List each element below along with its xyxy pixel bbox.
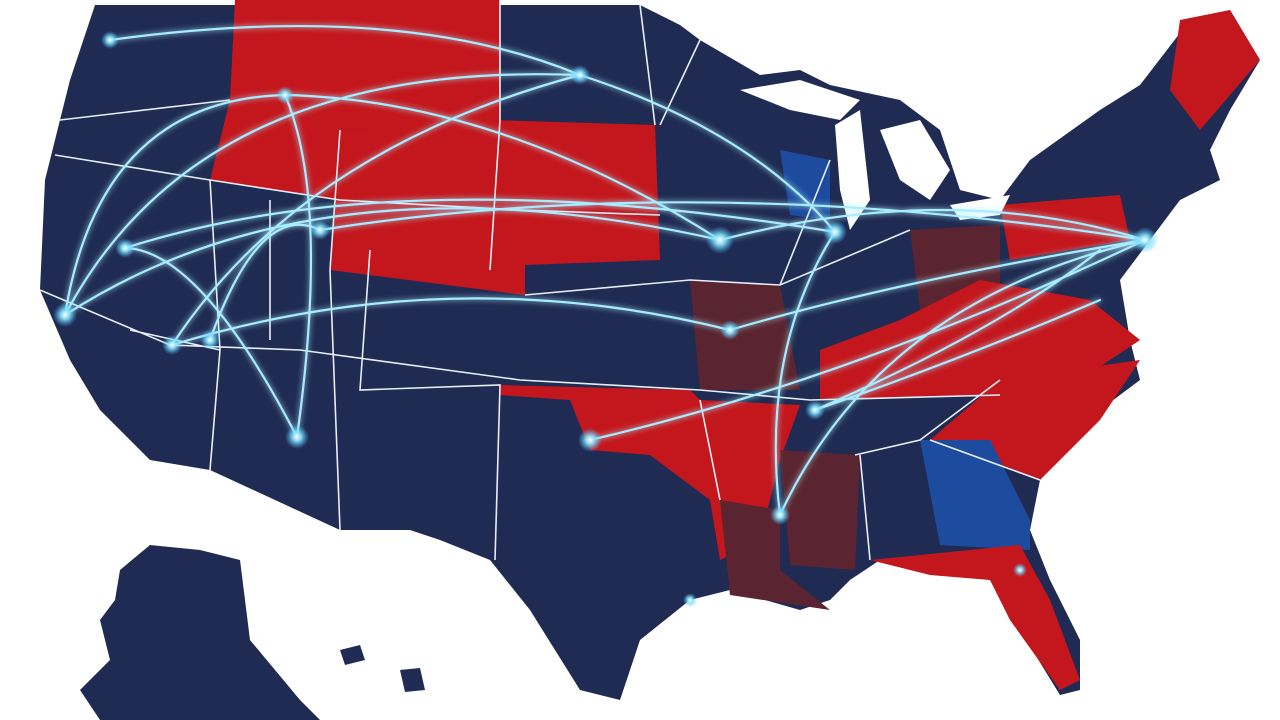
- hub: [570, 65, 590, 85]
- state-region: [780, 150, 830, 220]
- state-region: [720, 500, 830, 610]
- arc: [170, 73, 582, 347]
- alaska-islands: [400, 668, 425, 692]
- hub: [805, 400, 825, 420]
- hub: [200, 330, 220, 350]
- hub: [578, 428, 602, 452]
- state-region: [920, 440, 1030, 550]
- state-borders: [39, 0, 1041, 561]
- arc: [208, 223, 322, 342]
- lake: [740, 80, 860, 120]
- lake: [950, 195, 1010, 220]
- hub: [683, 593, 697, 607]
- states: [210, 0, 1260, 690]
- state-region: [870, 545, 1080, 690]
- hub: [115, 238, 135, 258]
- hub: [823, 220, 847, 244]
- arc: [778, 238, 1147, 517]
- arc: [63, 207, 722, 317]
- hub: [1013, 563, 1027, 577]
- arc: [578, 73, 837, 234]
- arc: [108, 25, 582, 77]
- hub: [276, 86, 294, 104]
- hubs: [53, 31, 1158, 607]
- hub: [720, 320, 740, 340]
- arc: [170, 297, 732, 347]
- state-region: [690, 280, 800, 390]
- hub: [162, 335, 182, 355]
- hub: [285, 425, 309, 449]
- border: [39, 0, 1041, 561]
- arc: [123, 198, 837, 250]
- state-region: [1170, 10, 1260, 130]
- connections: [63, 25, 1147, 517]
- hub: [53, 303, 77, 327]
- arc: [813, 298, 1102, 412]
- hub: [310, 220, 330, 240]
- arc: [63, 93, 287, 317]
- hub: [706, 226, 734, 254]
- arc: [774, 230, 837, 517]
- alaska-islands: [340, 645, 365, 665]
- alaska: [80, 545, 320, 720]
- arc: [283, 93, 722, 242]
- lakes: [740, 80, 1010, 230]
- arc: [728, 238, 1147, 332]
- arc: [318, 201, 1147, 242]
- hub: [1132, 227, 1158, 253]
- lake: [835, 110, 870, 230]
- lake: [880, 120, 950, 200]
- hub: [770, 505, 790, 525]
- hub: [101, 31, 119, 49]
- arc: [718, 208, 1147, 242]
- arc: [283, 93, 313, 439]
- arc: [63, 73, 582, 317]
- arc: [813, 248, 1102, 412]
- state-region: [780, 450, 860, 570]
- arc: [123, 246, 299, 439]
